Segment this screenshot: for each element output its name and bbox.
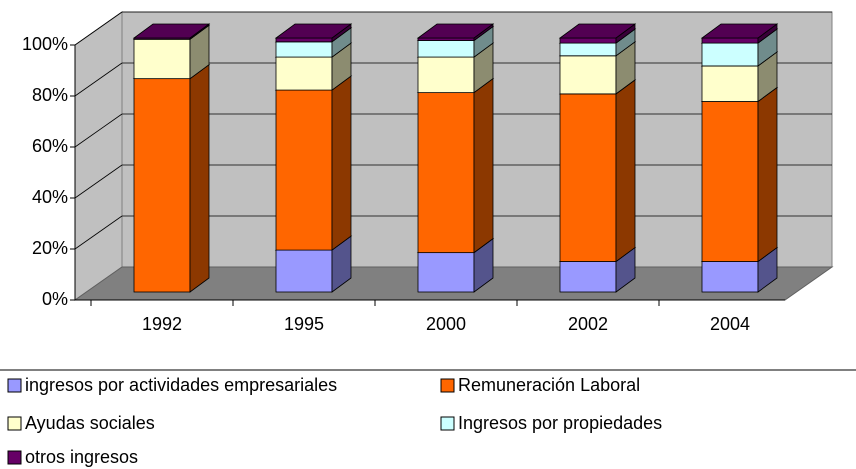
bar-side xyxy=(757,86,778,263)
x-tick-label: 2004 xyxy=(710,314,750,334)
bar-segment xyxy=(275,37,333,43)
grid-line xyxy=(74,215,123,250)
bar-segment xyxy=(559,37,617,44)
bar-segment xyxy=(417,40,475,58)
bar-side xyxy=(615,79,636,263)
bar-top xyxy=(132,23,211,39)
bar-segment xyxy=(701,37,759,44)
bar-segment xyxy=(275,41,333,58)
bar-side xyxy=(331,75,352,251)
grid-line xyxy=(74,11,123,46)
legend-swatch xyxy=(7,450,22,465)
bar-side xyxy=(189,63,210,293)
bar-segment xyxy=(701,261,759,293)
bar-top xyxy=(274,23,353,39)
x-tick-label: 2000 xyxy=(426,314,466,334)
bar-segment xyxy=(559,55,617,95)
bar-segment xyxy=(133,78,191,293)
bar-segment xyxy=(275,89,333,251)
legend-swatch xyxy=(440,416,455,431)
legend-label: ingresos por actividades empresariales xyxy=(25,375,337,395)
legend-swatch xyxy=(7,378,22,393)
legend-label: Ingresos por propiedades xyxy=(458,413,662,433)
y-tick-label: 20% xyxy=(32,238,68,258)
y-tick-label: 0% xyxy=(42,289,68,309)
bar-segment xyxy=(701,42,759,67)
y-tick-label: 80% xyxy=(32,85,68,105)
bar-segment xyxy=(701,65,759,102)
bar-segment xyxy=(417,56,475,94)
grid-line xyxy=(74,62,123,97)
bar-segment xyxy=(275,56,333,91)
x-tick-label: 2002 xyxy=(568,314,608,334)
bar-segment xyxy=(559,93,617,262)
y-tick-label: 40% xyxy=(32,187,68,207)
legend-label: Remuneración Laboral xyxy=(458,375,640,395)
x-tick-label: 1992 xyxy=(142,314,182,334)
bar-segment xyxy=(275,249,333,293)
bar-top xyxy=(700,23,779,39)
legend-swatch xyxy=(7,416,22,431)
bar-segment xyxy=(559,261,617,293)
bar-segment xyxy=(417,92,475,254)
legend-label: Ayudas sociales xyxy=(25,413,155,433)
bar-top xyxy=(416,23,495,39)
y-tick-label: 60% xyxy=(32,136,68,156)
grid-line xyxy=(74,164,123,199)
bar-segment xyxy=(417,252,475,293)
y-tick-label: 100% xyxy=(22,34,68,54)
bar-segment xyxy=(133,38,191,80)
legend-swatch xyxy=(440,378,455,393)
bar-top xyxy=(558,23,637,39)
x-tick-label: 1995 xyxy=(284,314,324,334)
bar-segment xyxy=(701,101,759,262)
bar-side xyxy=(473,77,494,254)
grid-line xyxy=(74,113,123,148)
legend-label: otros ingresos xyxy=(25,447,138,467)
bar-segment xyxy=(559,42,617,57)
side-wall xyxy=(74,11,123,301)
